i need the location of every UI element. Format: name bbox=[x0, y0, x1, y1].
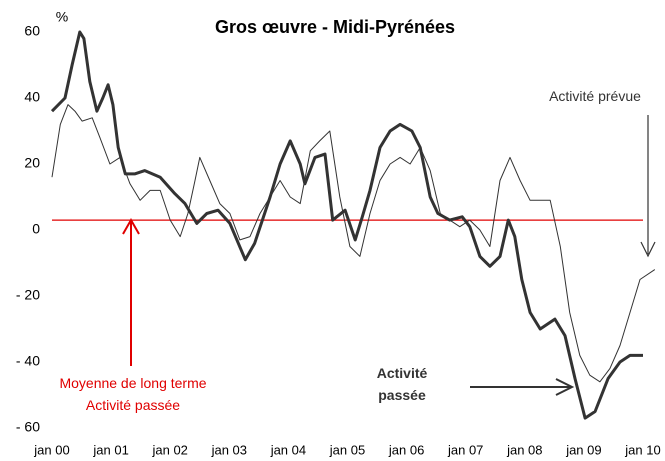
x-tick-label: jan 06 bbox=[388, 442, 424, 457]
y-tick-label: - 20 bbox=[16, 287, 40, 303]
x-tick-label: jan 05 bbox=[329, 442, 365, 457]
series-line bbox=[51, 104, 656, 383]
y-tick-label: - 60 bbox=[16, 419, 40, 435]
x-tick-label: jan 07 bbox=[447, 442, 483, 457]
x-tick-label: jan 08 bbox=[506, 442, 542, 457]
x-tick-label: jan 00 bbox=[33, 442, 69, 457]
y-axis-label: % bbox=[56, 9, 68, 25]
past-annotation: Activité passée bbox=[376, 365, 428, 403]
x-tick-label: jan 03 bbox=[211, 442, 247, 457]
ref-label-line: Moyenne de long terme bbox=[59, 375, 207, 391]
ref-annotation: Moyenne de long terme Activité passée bbox=[33, 372, 233, 416]
series-line bbox=[50, 30, 643, 420]
forecast-arrow-head bbox=[640, 241, 656, 258]
x-tick-label: jan 02 bbox=[151, 442, 187, 457]
y-tick-label: - 40 bbox=[16, 353, 40, 369]
y-tick-label: 0 bbox=[32, 221, 40, 237]
forecast-annotation: Activité prévue bbox=[549, 88, 641, 104]
x-tick-label: jan 01 bbox=[92, 442, 128, 457]
past-arrow-head bbox=[555, 378, 575, 396]
y-tick-label: 60 bbox=[24, 23, 40, 39]
y-tick-label: 40 bbox=[24, 89, 40, 105]
x-tick-label: jan 04 bbox=[270, 442, 306, 457]
y-tick-label: 20 bbox=[24, 155, 40, 171]
x-tick-label: jan 09 bbox=[565, 442, 601, 457]
ref-label-line: Activité passée bbox=[85, 397, 181, 413]
chart-title: Gros œuvre - Midi-Pyrénées bbox=[215, 17, 455, 37]
x-tick-label: jan 10 bbox=[624, 442, 660, 457]
